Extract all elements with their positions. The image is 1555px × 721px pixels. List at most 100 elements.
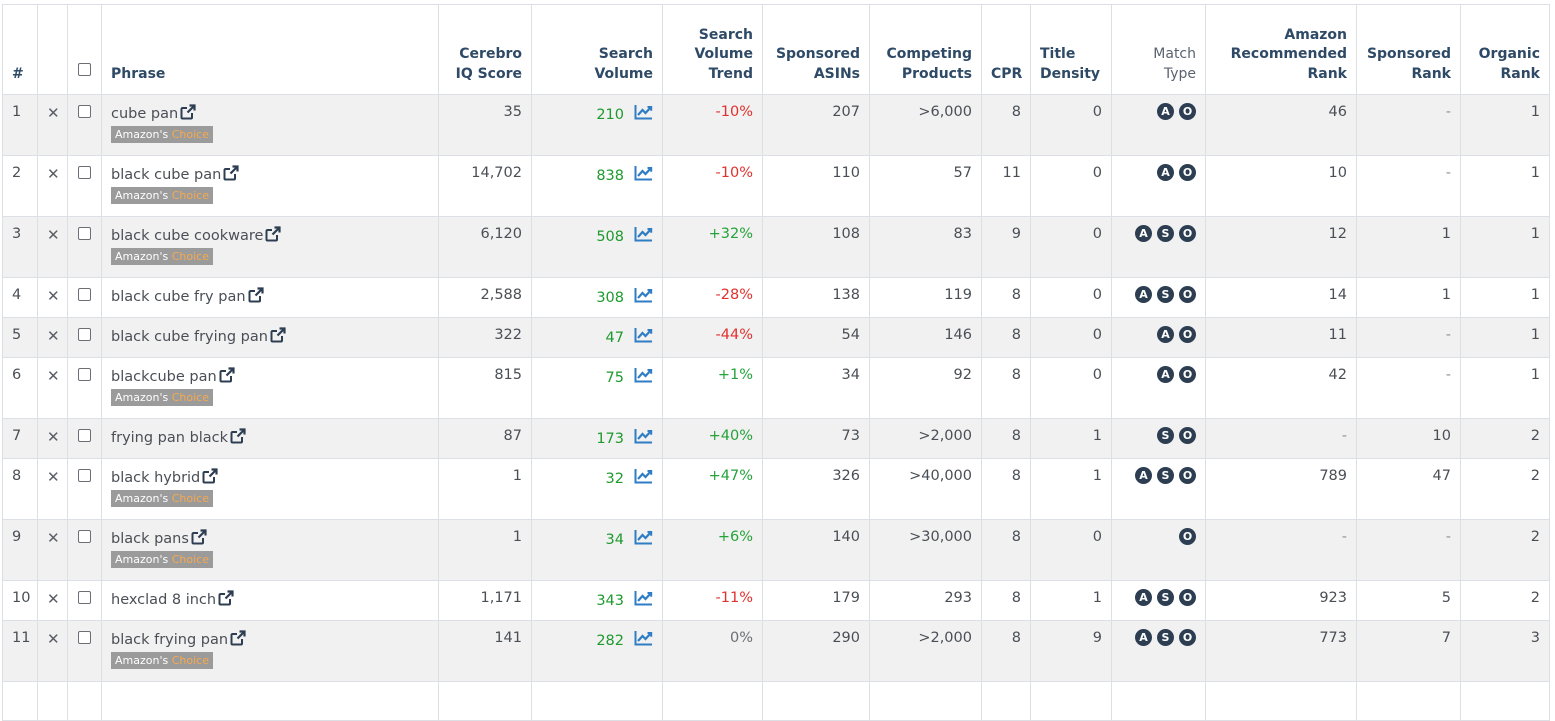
phrase-text[interactable]: black cube pan [111,167,222,183]
phrase-text[interactable]: black cube frying pan [111,329,268,345]
phrase-text[interactable]: black hybrid [111,470,201,486]
trend-chart-icon[interactable] [634,590,653,606]
col-header-rank[interactable]: # [2,4,38,95]
row-checkbox[interactable] [67,216,102,278]
table-row[interactable]: 8 ✕ black hybrid Amazon's Choice 1 32 +47% 326 >… [2,458,1550,520]
external-link-icon[interactable] [248,287,264,303]
close-icon[interactable]: ✕ [47,468,60,486]
col-header-organic-rank[interactable]: Organic Rank [1460,4,1550,95]
external-link-icon[interactable] [265,226,282,242]
trend-chart-icon[interactable] [634,287,653,303]
external-link-icon[interactable] [219,367,235,383]
col-header-sponsored-rank[interactable]: Sponsored Rank [1356,4,1461,95]
remove-row-button[interactable]: ✕ [37,216,68,278]
close-icon[interactable]: ✕ [47,327,60,345]
remove-row-button[interactable]: ✕ [37,620,68,682]
checkbox-box[interactable] [78,328,91,341]
close-icon[interactable]: ✕ [47,630,60,648]
row-checkbox[interactable] [67,580,102,621]
row-checkbox[interactable] [67,155,102,217]
phrase-text[interactable]: black cube cookware [111,228,264,244]
col-header-sv-trend[interactable]: Search Volume Trend [662,4,763,95]
phrase-text[interactable]: black frying pan [111,632,229,648]
col-header-cpr[interactable]: CPR [981,4,1031,95]
col-header-sponsored-asins[interactable]: Sponsored ASINs [762,4,870,95]
checkbox-box[interactable] [78,227,91,240]
col-header-phrase[interactable]: Phrase [101,4,439,95]
table-row[interactable]: 1 ✕ cube pan Amazon's Choice 35 210 -10% 207 >6,… [2,94,1550,156]
col-header-title-density[interactable]: Title Density [1030,4,1112,95]
checkbox-box[interactable] [78,631,91,644]
external-link-icon[interactable] [230,428,246,444]
close-icon[interactable]: ✕ [47,428,60,446]
trend-chart-icon[interactable] [634,630,653,646]
trend-chart-icon[interactable] [634,226,653,242]
checkbox-box[interactable] [78,288,91,301]
checkbox-box[interactable] [78,105,91,118]
remove-row-button[interactable]: ✕ [37,317,68,358]
remove-row-button[interactable]: ✕ [37,94,68,156]
row-checkbox[interactable] [67,620,102,682]
row-checkbox[interactable] [67,519,102,581]
phrase-text[interactable]: black cube fry pan [111,289,246,305]
phrase-text[interactable]: black pans [111,531,189,547]
close-icon[interactable]: ✕ [47,529,60,547]
remove-row-button[interactable]: ✕ [37,277,68,318]
table-row[interactable]: 2 ✕ black cube pan Amazon's Choice 14,702 838… [2,155,1550,217]
trend-chart-icon[interactable] [634,367,653,383]
close-icon[interactable]: ✕ [47,287,60,305]
close-icon[interactable]: ✕ [47,367,60,385]
remove-row-button[interactable]: ✕ [37,580,68,621]
trend-chart-icon[interactable] [634,428,653,444]
remove-row-button[interactable]: ✕ [37,155,68,217]
phrase-text[interactable]: hexclad 8 inch [111,592,217,608]
remove-row-button[interactable]: ✕ [37,357,68,419]
select-all-checkbox[interactable] [67,4,102,95]
row-checkbox[interactable] [67,458,102,520]
external-link-icon[interactable] [202,468,218,484]
checkbox-box[interactable] [78,591,91,604]
trend-chart-icon[interactable] [634,165,653,181]
trend-chart-icon[interactable] [634,529,653,545]
external-link-icon[interactable] [223,165,239,181]
phrase-text[interactable]: frying pan black [111,430,229,446]
table-row[interactable] [2,681,1550,721]
table-row[interactable]: 10 ✕ hexclad 8 inch 1,171 343 -11% 179 293 8 1 A S O… [2,580,1550,621]
trend-chart-icon[interactable] [634,104,653,120]
col-header-match-type[interactable]: Match Type [1111,4,1206,95]
checkbox-box[interactable] [78,166,91,179]
checkbox-box[interactable] [78,469,91,482]
checkbox-box[interactable] [78,429,91,442]
col-header-cerebro-iq[interactable]: Cerebro IQ Score [438,4,532,95]
close-icon[interactable]: ✕ [47,104,60,122]
row-checkbox[interactable] [67,357,102,419]
col-header-amazon-recommended-rank[interactable]: Amazon Recommended Rank [1205,4,1357,95]
row-checkbox[interactable] [67,418,102,459]
checkbox-box[interactable] [78,368,91,381]
close-icon[interactable]: ✕ [47,226,60,244]
table-row[interactable]: 9 ✕ black pans Amazon's Choice 1 34 +6% 140 >30,… [2,519,1550,581]
phrase-text[interactable]: blackcube pan [111,369,217,385]
col-header-competing-products[interactable]: Competing Products [869,4,982,95]
external-link-icon[interactable] [180,104,196,120]
external-link-icon[interactable] [191,529,207,545]
checkbox-box[interactable] [78,530,91,543]
row-checkbox[interactable] [67,94,102,156]
remove-row-button[interactable]: ✕ [37,458,68,520]
trend-chart-icon[interactable] [634,327,653,343]
remove-row-button[interactable]: ✕ [37,418,68,459]
col-header-search-volume[interactable]: Search Volume [531,4,663,95]
table-row[interactable]: 7 ✕ frying pan black 87 173 +40% 73 >2,000 8 1 S O -… [2,418,1550,459]
table-row[interactable]: 6 ✕ blackcube pan Amazon's Choice 815 75 +1% 34… [2,357,1550,419]
close-icon[interactable]: ✕ [47,165,60,183]
table-row[interactable]: 11 ✕ black frying pan Amazon's Choice 141 282… [2,620,1550,682]
table-row[interactable]: 3 ✕ black cube cookware Amazon's Choice 6,12… [2,216,1550,278]
row-checkbox[interactable] [67,277,102,318]
table-row[interactable]: 4 ✕ black cube fry pan 2,588 308 -28% 138 119 8 0… [2,277,1550,318]
remove-row-button[interactable]: ✕ [37,519,68,581]
checkbox-box[interactable] [78,62,91,76]
row-checkbox[interactable] [67,317,102,358]
trend-chart-icon[interactable] [634,468,653,484]
close-icon[interactable]: ✕ [47,590,60,608]
external-link-icon[interactable] [230,630,246,646]
